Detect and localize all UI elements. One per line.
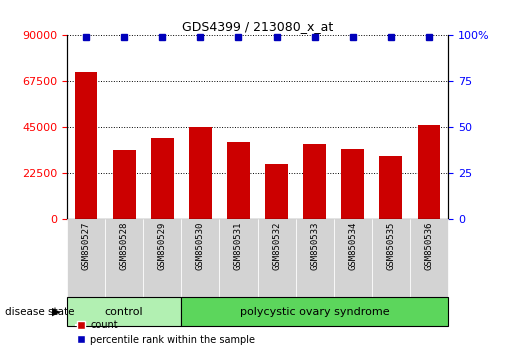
Text: ▶: ▶ <box>53 307 61 316</box>
Text: control: control <box>105 307 143 316</box>
Text: GSM850534: GSM850534 <box>348 222 357 270</box>
Bar <box>113 150 135 219</box>
FancyBboxPatch shape <box>143 219 181 297</box>
Bar <box>67 297 181 326</box>
Text: GSM850532: GSM850532 <box>272 222 281 270</box>
FancyBboxPatch shape <box>334 219 372 297</box>
Bar <box>418 125 440 219</box>
FancyBboxPatch shape <box>258 219 296 297</box>
FancyBboxPatch shape <box>181 219 219 297</box>
Bar <box>227 142 250 219</box>
Text: GSM850528: GSM850528 <box>119 222 129 270</box>
Bar <box>189 127 212 219</box>
Text: polycystic ovary syndrome: polycystic ovary syndrome <box>240 307 389 316</box>
Bar <box>151 138 174 219</box>
Text: disease state: disease state <box>5 307 75 316</box>
Text: GSM850530: GSM850530 <box>196 222 205 270</box>
Text: GSM850533: GSM850533 <box>310 222 319 270</box>
Bar <box>75 72 97 219</box>
FancyBboxPatch shape <box>296 219 334 297</box>
Bar <box>380 156 402 219</box>
FancyBboxPatch shape <box>372 219 410 297</box>
Text: GSM850531: GSM850531 <box>234 222 243 270</box>
Legend: count, percentile rank within the sample: count, percentile rank within the sample <box>72 316 259 349</box>
FancyBboxPatch shape <box>410 219 448 297</box>
Bar <box>265 164 288 219</box>
Title: GDS4399 / 213080_x_at: GDS4399 / 213080_x_at <box>182 20 333 33</box>
Bar <box>341 149 364 219</box>
Text: GSM850527: GSM850527 <box>81 222 91 270</box>
Text: GSM850535: GSM850535 <box>386 222 396 270</box>
Bar <box>303 144 326 219</box>
FancyBboxPatch shape <box>219 219 258 297</box>
Text: GSM850529: GSM850529 <box>158 222 167 270</box>
Bar <box>181 297 448 326</box>
FancyBboxPatch shape <box>67 219 105 297</box>
FancyBboxPatch shape <box>105 219 143 297</box>
Text: GSM850536: GSM850536 <box>424 222 434 270</box>
